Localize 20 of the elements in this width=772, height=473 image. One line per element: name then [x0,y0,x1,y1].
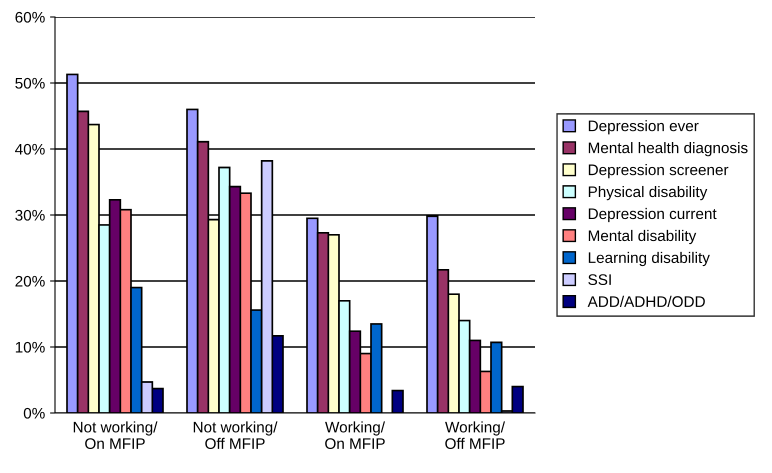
y-tick-label: 40% [15,144,45,155]
x-tick-label: Not working/ Off MFIP [194,421,278,450]
x-tick-label: Working/ On MFIP [325,421,386,450]
x-tick-label: Working/ Off MFIP [445,421,506,450]
legend-label: Depression ever [588,120,699,134]
y-tick-label: 20% [15,276,45,287]
legend-label: ADD/ADHD/ODD [588,296,705,307]
legend-label: Mental disability [588,230,696,244]
y-tick-label: 30% [15,210,45,221]
y-tick-label: 0% [24,408,45,419]
y-tick-label: 60% [15,12,45,23]
x-tick-label: Not working/ On MFIP [74,421,158,450]
legend-label: Mental health diagnosis [588,142,748,156]
legend-label: Learning disability [588,252,710,266]
legend-label: SSI [588,274,611,286]
legend-label: Depression current [588,208,717,222]
legend-label: Physical disability [588,186,708,200]
y-tick-label: 10% [16,342,45,353]
legend-label: Depression screener [588,164,728,178]
y-tick-label: 50% [15,78,45,89]
